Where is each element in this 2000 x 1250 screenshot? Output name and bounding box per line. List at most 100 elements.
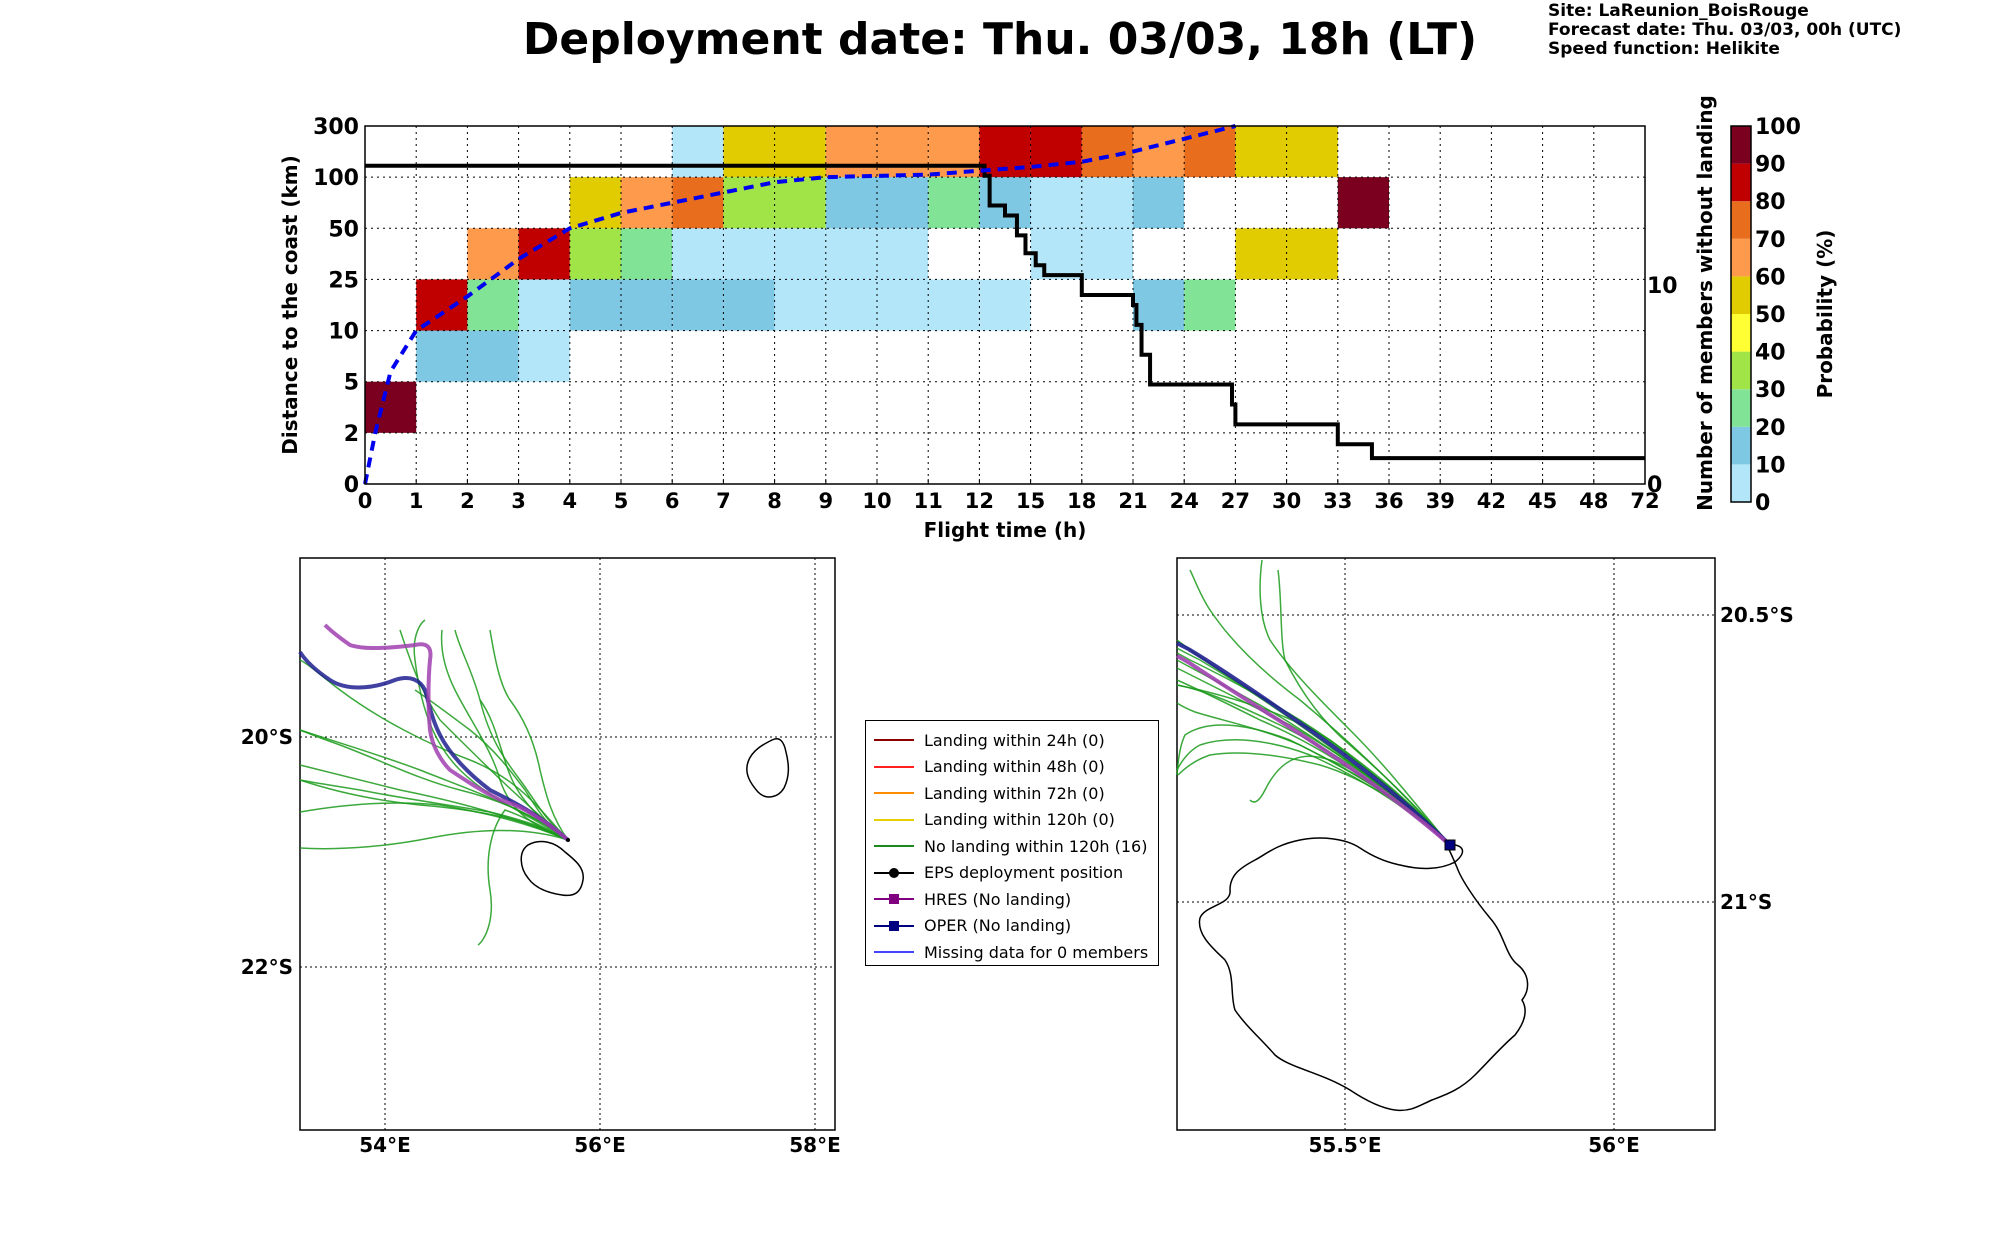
- x-tick-label: 33: [1323, 489, 1352, 513]
- x-tick-label: 8: [767, 489, 782, 513]
- map-left-lat-label: 22°S: [241, 955, 293, 979]
- ensemble-track: [454, 629, 569, 841]
- x-tick-label: 1: [409, 489, 424, 513]
- heatmap-cell: [467, 279, 519, 331]
- x-tick-label: 6: [665, 489, 680, 513]
- x-tick-label: 5: [614, 489, 629, 513]
- x-tick-label: 27: [1221, 489, 1250, 513]
- map-left-lat-label: 20°S: [241, 725, 293, 749]
- legend-label: Landing within 72h (0): [924, 783, 1105, 803]
- legend-item: Landing within 48h (0): [874, 754, 1105, 780]
- heatmap-cell: [877, 279, 929, 331]
- reunion-island-outline-detail: [1198, 837, 1529, 1112]
- heatmap-cell: [467, 330, 519, 382]
- legend-item: HRES (No landing): [874, 886, 1071, 912]
- heatmap-cell: [672, 279, 724, 331]
- colorbar-tick-label: 10: [1755, 453, 1786, 478]
- members-without-landing-line: [365, 163, 1645, 461]
- x-tick-label: 24: [1170, 489, 1199, 513]
- x-tick-label: 7: [716, 489, 731, 513]
- ensemble-track: [299, 829, 569, 850]
- y-tick-label: 25: [328, 268, 359, 293]
- heatmap-cell: [1286, 126, 1338, 178]
- legend-label: Landing within 120h (0): [924, 810, 1115, 829]
- x-tick-label: 48: [1579, 489, 1608, 513]
- heatmap-cell: [467, 228, 519, 280]
- colorbar-tick-label: 30: [1755, 378, 1786, 403]
- ensemble-track: [299, 729, 569, 841]
- heatmap-cell: [1081, 126, 1133, 178]
- legend-item: No landing within 120h (16): [874, 833, 1147, 859]
- map-right-lon-label: 56°E: [1588, 1133, 1640, 1157]
- y2-tick-label: 0: [1647, 473, 1662, 498]
- y2-axis-label: Number of members without landing: [1693, 95, 1717, 511]
- ensemble-track: [299, 779, 569, 841]
- legend-swatch: [874, 786, 914, 800]
- ensemble-track: [299, 779, 569, 841]
- x-tick-label: 42: [1477, 489, 1506, 513]
- ensemble-track-detail: [1259, 559, 1451, 846]
- legend-swatch: [874, 945, 914, 959]
- heatmap-cell: [1184, 279, 1236, 331]
- legend-swatch: [874, 813, 914, 827]
- heatmap-cell: [1235, 228, 1287, 280]
- colorbar-tick-label: 100: [1755, 115, 1801, 140]
- x-tick-label: 18: [1067, 489, 1096, 513]
- heatmap-cell: [1337, 177, 1389, 229]
- legend-label: No landing within 120h (16): [924, 836, 1148, 856]
- x-tick-label: 12: [965, 489, 994, 513]
- map-right-lat-label: 20.5°S: [1720, 603, 1794, 627]
- heatmap-cell: [979, 177, 1031, 229]
- colorbar-tick-label: 80: [1755, 190, 1786, 215]
- colorbar-segment: [1731, 464, 1751, 502]
- heatmap-cell: [774, 228, 826, 280]
- heatmap-cell: [1081, 228, 1133, 280]
- x-tick-label: 0: [358, 489, 373, 513]
- y-tick-label: 50: [328, 217, 359, 242]
- reunion-island-outline: [520, 840, 584, 897]
- colorbar-segment: [1731, 201, 1751, 239]
- legend-item: Landing within 72h (0): [874, 780, 1105, 806]
- heatmap-cell: [416, 330, 468, 382]
- heatmap-cell: [1030, 126, 1082, 178]
- map-left-lon-label: 54°E: [359, 1133, 411, 1157]
- map-right-lat-label: 21°S: [1720, 890, 1772, 914]
- colorbar-segment: [1731, 276, 1751, 314]
- heatmap-cell: [1030, 228, 1082, 280]
- y-tick-label: 100: [313, 166, 359, 191]
- colorbar-label: Probability (%): [1813, 230, 1837, 399]
- heatmap-cell: [569, 279, 621, 331]
- heatmap-cell: [877, 228, 929, 280]
- colorbar-segment: [1731, 389, 1751, 427]
- x-tick-label: 2: [460, 489, 475, 513]
- y-tick-label: 300: [313, 115, 359, 140]
- x-tick-label: 4: [562, 489, 577, 513]
- colorbar-segment: [1731, 351, 1751, 390]
- heatmap-cell: [928, 126, 980, 178]
- ensemble-track: [477, 809, 569, 946]
- x-tick-label: 36: [1374, 489, 1403, 513]
- map-left-lon-label: 58°E: [789, 1133, 841, 1157]
- forecast-date-label: Forecast date: Thu. 03/03, 00h (UTC): [1548, 20, 1902, 40]
- legend-label: Missing data for 0 members: [924, 942, 1149, 962]
- heatmap-cell: [1286, 228, 1338, 280]
- x-tick-label: 15: [1016, 489, 1045, 513]
- heatmap-cell: [723, 126, 775, 178]
- speed-function-label: Speed function: Helikite: [1548, 39, 1780, 59]
- colorbar-segment: [1731, 238, 1751, 277]
- x-tick-label: 30: [1272, 489, 1301, 513]
- colorbar-segment: [1731, 126, 1751, 164]
- legend-swatch: [874, 866, 914, 880]
- legend-label: HRES (No landing): [924, 889, 1072, 909]
- legend-swatch: [874, 919, 914, 933]
- map-right: 55.5°E 56°E 20.5°S 21°S: [1175, 557, 1794, 1157]
- heatmap-cell: [1081, 177, 1133, 229]
- colorbar-tick-label: 20: [1755, 416, 1786, 441]
- y-tick-label: 2: [344, 422, 359, 447]
- colorbar-frame: [1730, 125, 1752, 503]
- heatmap-cell: [1133, 177, 1185, 229]
- heatmap-cell: [1235, 126, 1287, 178]
- map-left-lon-label: 56°E: [574, 1133, 626, 1157]
- colorbar-segment: [1731, 426, 1751, 465]
